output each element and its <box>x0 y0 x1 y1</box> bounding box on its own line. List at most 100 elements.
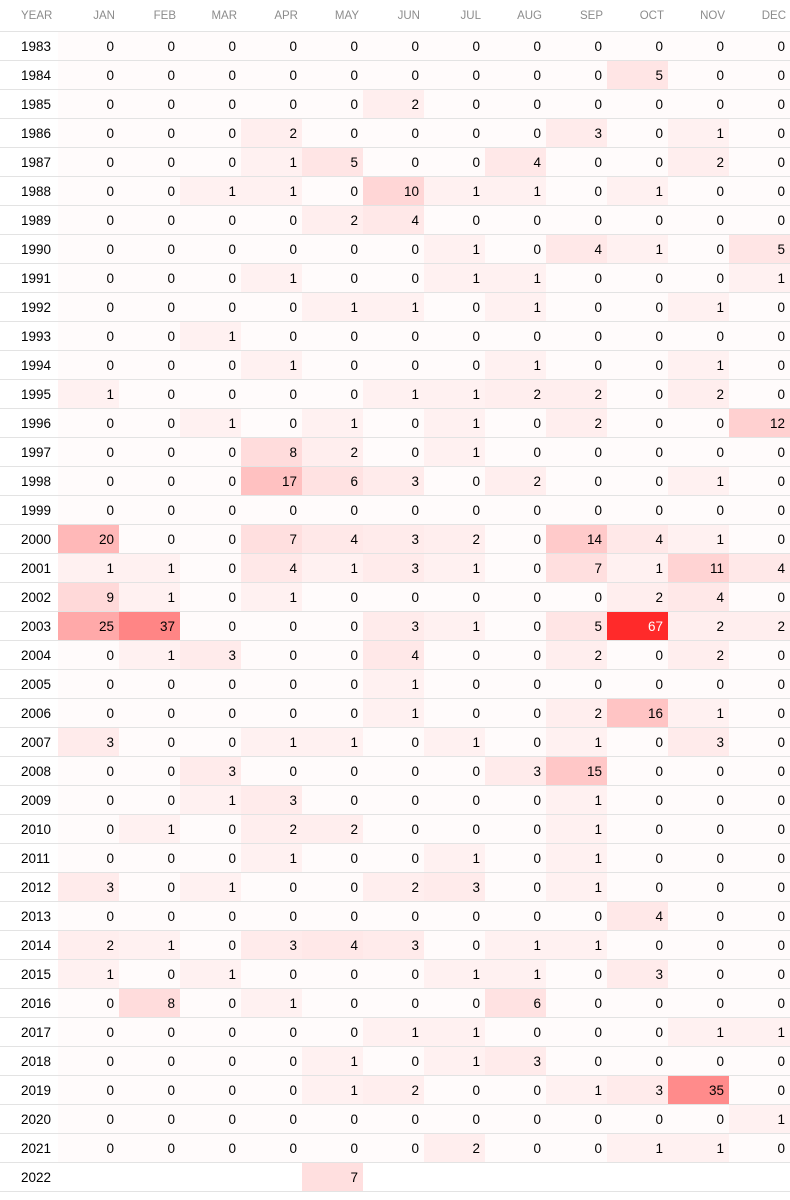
value-cell-feb: 0 <box>119 408 180 438</box>
table-row: 2021 0 0 0 0 0 0 2 0 0 1 1 0 <box>0 1133 790 1163</box>
value-cell-nov: 0 <box>668 234 729 264</box>
value-cell-oct: 0 <box>607 292 668 322</box>
value-cell-feb <box>119 1162 180 1192</box>
value-cell-sep: 1 <box>546 930 607 960</box>
value-cell-apr: 1 <box>241 988 302 1018</box>
header-row: YEAR JAN FEB MAR APR MAY JUN JUL AUG SEP… <box>0 0 790 32</box>
value-cell-mar: 1 <box>180 785 241 815</box>
column-header-may[interactable]: MAY <box>302 0 363 32</box>
value-cell-apr: 0 <box>241 60 302 90</box>
value-cell-jul: 0 <box>424 60 485 90</box>
value-cell-dec: 1 <box>729 1017 790 1047</box>
value-cell-aug: 0 <box>485 118 546 148</box>
value-cell-may: 5 <box>302 147 363 177</box>
value-cell-aug: 0 <box>485 727 546 757</box>
value-cell-mar: 0 <box>180 727 241 757</box>
column-header-nov[interactable]: NOV <box>668 0 729 32</box>
column-header-aug[interactable]: AUG <box>485 0 546 32</box>
value-cell-mar: 1 <box>180 959 241 989</box>
value-cell-jul: 0 <box>424 495 485 525</box>
value-cell-jan <box>58 1162 119 1192</box>
value-cell-jul: 0 <box>424 785 485 815</box>
value-cell-jul: 2 <box>424 1133 485 1163</box>
value-cell-sep: 1 <box>546 872 607 902</box>
value-cell-jun: 0 <box>363 582 424 612</box>
column-header-jun[interactable]: JUN <box>363 0 424 32</box>
value-cell-oct: 0 <box>607 814 668 844</box>
value-cell-dec: 1 <box>729 1104 790 1134</box>
value-cell-nov: 1 <box>668 698 729 728</box>
column-header-jul[interactable]: JUL <box>424 0 485 32</box>
value-cell-may: 2 <box>302 437 363 467</box>
value-cell-mar: 0 <box>180 118 241 148</box>
value-cell-oct: 1 <box>607 234 668 264</box>
value-cell-aug: 0 <box>485 669 546 699</box>
value-cell-mar: 0 <box>180 1104 241 1134</box>
column-header-oct[interactable]: OCT <box>607 0 668 32</box>
value-cell-sep: 0 <box>546 89 607 119</box>
column-header-mar[interactable]: MAR <box>180 0 241 32</box>
value-cell-mar: 0 <box>180 60 241 90</box>
column-header-dec[interactable]: DEC <box>729 0 790 32</box>
value-cell-may: 0 <box>302 988 363 1018</box>
table-row: 2010 0 1 0 2 2 0 0 0 1 0 0 0 <box>0 814 790 844</box>
value-cell-sep: 0 <box>546 60 607 90</box>
value-cell-feb: 0 <box>119 524 180 554</box>
value-cell-aug: 2 <box>485 379 546 409</box>
table-row: 2011 0 0 0 1 0 0 1 0 1 0 0 0 <box>0 843 790 873</box>
value-cell-may: 0 <box>302 582 363 612</box>
value-cell-may: 0 <box>302 1104 363 1134</box>
value-cell-mar: 0 <box>180 147 241 177</box>
value-cell-nov: 1 <box>668 292 729 322</box>
value-cell-nov: 0 <box>668 930 729 960</box>
value-cell-jun: 0 <box>363 408 424 438</box>
value-cell-jan: 0 <box>58 814 119 844</box>
value-cell-jun: 0 <box>363 495 424 525</box>
value-cell-apr: 7 <box>241 524 302 554</box>
year-cell: 1998 <box>0 466 58 496</box>
value-cell-may: 0 <box>302 959 363 989</box>
value-cell-jan: 0 <box>58 669 119 699</box>
value-cell-apr: 1 <box>241 147 302 177</box>
value-cell-nov: 0 <box>668 263 729 293</box>
value-cell-nov: 0 <box>668 988 729 1018</box>
value-cell-aug: 0 <box>485 408 546 438</box>
value-cell-nov: 2 <box>668 379 729 409</box>
value-cell-apr: 17 <box>241 466 302 496</box>
value-cell-aug: 0 <box>485 814 546 844</box>
value-cell-jun: 0 <box>363 263 424 293</box>
value-cell-mar: 1 <box>180 321 241 351</box>
column-header-sep[interactable]: SEP <box>546 0 607 32</box>
value-cell-mar: 0 <box>180 1133 241 1163</box>
value-cell-feb: 0 <box>119 727 180 757</box>
value-cell-feb: 0 <box>119 698 180 728</box>
value-cell-aug: 0 <box>485 89 546 119</box>
value-cell-jun: 3 <box>363 466 424 496</box>
value-cell-dec: 0 <box>729 205 790 235</box>
table-row: 1994 0 0 0 1 0 0 0 1 0 0 1 0 <box>0 350 790 380</box>
value-cell-nov: 35 <box>668 1075 729 1105</box>
value-cell-jan: 0 <box>58 756 119 786</box>
value-cell-oct: 0 <box>607 89 668 119</box>
value-cell-mar: 3 <box>180 640 241 670</box>
column-header-jan[interactable]: JAN <box>58 0 119 32</box>
value-cell-aug: 1 <box>485 176 546 206</box>
table-row: 2016 0 8 0 1 0 0 0 6 0 0 0 0 <box>0 988 790 1018</box>
column-header-year[interactable]: YEAR <box>0 0 58 32</box>
value-cell-oct: 0 <box>607 872 668 902</box>
value-cell-may: 1 <box>302 292 363 322</box>
column-header-apr[interactable]: APR <box>241 0 302 32</box>
value-cell-aug: 0 <box>485 234 546 264</box>
value-cell-dec: 0 <box>729 350 790 380</box>
column-header-feb[interactable]: FEB <box>119 0 180 32</box>
value-cell-feb: 0 <box>119 1017 180 1047</box>
value-cell-apr: 1 <box>241 843 302 873</box>
value-cell-sep: 0 <box>546 582 607 612</box>
value-cell-feb: 0 <box>119 959 180 989</box>
value-cell-nov: 1 <box>668 118 729 148</box>
value-cell-oct: 0 <box>607 495 668 525</box>
value-cell-aug: 0 <box>485 872 546 902</box>
year-cell: 1999 <box>0 495 58 525</box>
value-cell-aug: 0 <box>485 1104 546 1134</box>
value-cell-oct: 0 <box>607 640 668 670</box>
